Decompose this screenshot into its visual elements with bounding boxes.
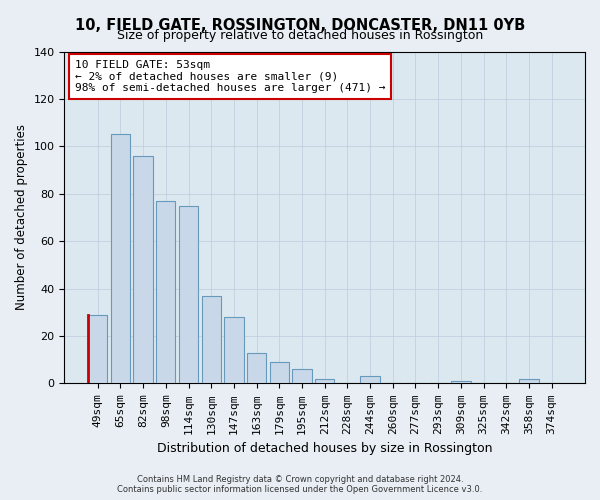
X-axis label: Distribution of detached houses by size in Rossington: Distribution of detached houses by size …: [157, 442, 493, 455]
Bar: [451, 381, 470, 384]
Bar: [156, 201, 175, 384]
Bar: [315, 378, 334, 384]
Bar: [224, 317, 244, 384]
Bar: [269, 362, 289, 384]
Bar: [292, 369, 311, 384]
Text: 10, FIELD GATE, ROSSINGTON, DONCASTER, DN11 0YB: 10, FIELD GATE, ROSSINGTON, DONCASTER, D…: [75, 18, 525, 32]
Y-axis label: Number of detached properties: Number of detached properties: [15, 124, 28, 310]
Bar: [179, 206, 198, 384]
Bar: [361, 376, 380, 384]
Bar: [111, 134, 130, 384]
Text: Size of property relative to detached houses in Rossington: Size of property relative to detached ho…: [117, 29, 483, 42]
Bar: [88, 314, 107, 384]
Bar: [247, 352, 266, 384]
Bar: [202, 296, 221, 384]
Bar: [133, 156, 153, 384]
Text: 10 FIELD GATE: 53sqm
← 2% of detached houses are smaller (9)
98% of semi-detache: 10 FIELD GATE: 53sqm ← 2% of detached ho…: [75, 60, 385, 93]
Text: Contains HM Land Registry data © Crown copyright and database right 2024.
Contai: Contains HM Land Registry data © Crown c…: [118, 474, 482, 494]
Bar: [520, 378, 539, 384]
